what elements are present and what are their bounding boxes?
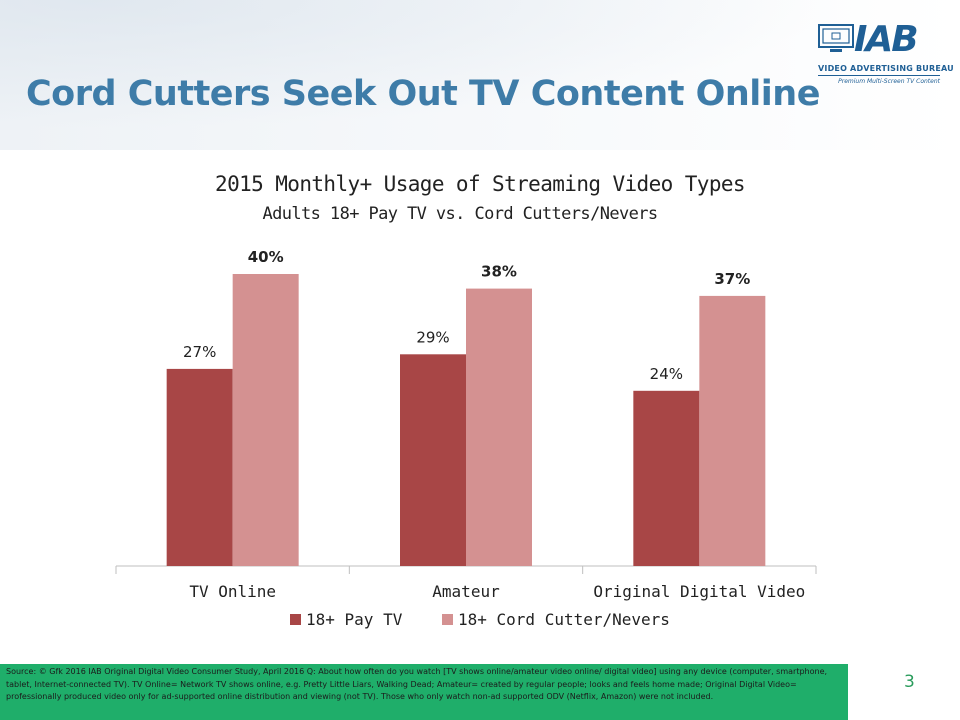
logo-divider [818,75,940,76]
x-tick-label: TV Online [189,582,276,601]
chart-subtitle: Adults 18+ Pay TV vs. Cord Cutters/Never… [262,204,658,224]
legend-label: 18+ Pay TV [306,610,403,629]
x-tick-label: Amateur [432,582,500,601]
page-number: 3 [904,672,915,692]
legend-swatch [290,614,301,625]
legend-label: 18+ Cord Cutter/Nevers [458,610,670,629]
data-label: 37% [714,270,750,288]
bar-cord-cutters [232,274,299,566]
slide-title: Cord Cutters Seek Out TV Content Online [26,74,820,114]
data-label: 40% [248,248,284,266]
bar-chart: 27% 40% TV Online 29% 38% Amateur 24% 37% Origin… [115,248,817,629]
source-note: Source: © Gfk 2016 IAB Original Digital … [6,667,828,701]
data-label: 24% [650,365,683,383]
bar-pay-tv [166,368,233,566]
chart-title: 2015 Monthly+ Usage of Streaming Video T… [215,172,746,196]
logo-tagline: Premium Multi-Screen TV Content [838,78,940,85]
data-label: 27% [183,343,216,361]
bar-cord-cutters [699,295,766,566]
iab-logo: IAB VIDEO ADVERTISING BUREAU Premium Mul… [818,19,954,98]
bar-pay-tv [400,354,466,566]
data-label: 38% [481,263,517,281]
source-note-box: Source: © Gfk 2016 IAB Original Digital … [0,664,848,720]
bar-cord-cutters [466,288,532,566]
tv-screen-icon [818,24,854,52]
bar-pay-tv [633,390,700,566]
logo-wordmark: IAB [854,19,919,60]
logo-subtitle: VIDEO ADVERTISING BUREAU [818,64,954,73]
header-background [0,0,960,150]
x-tick-label: Original Digital Video [593,582,805,601]
legend-swatch [442,614,453,625]
data-label: 29% [416,328,449,346]
